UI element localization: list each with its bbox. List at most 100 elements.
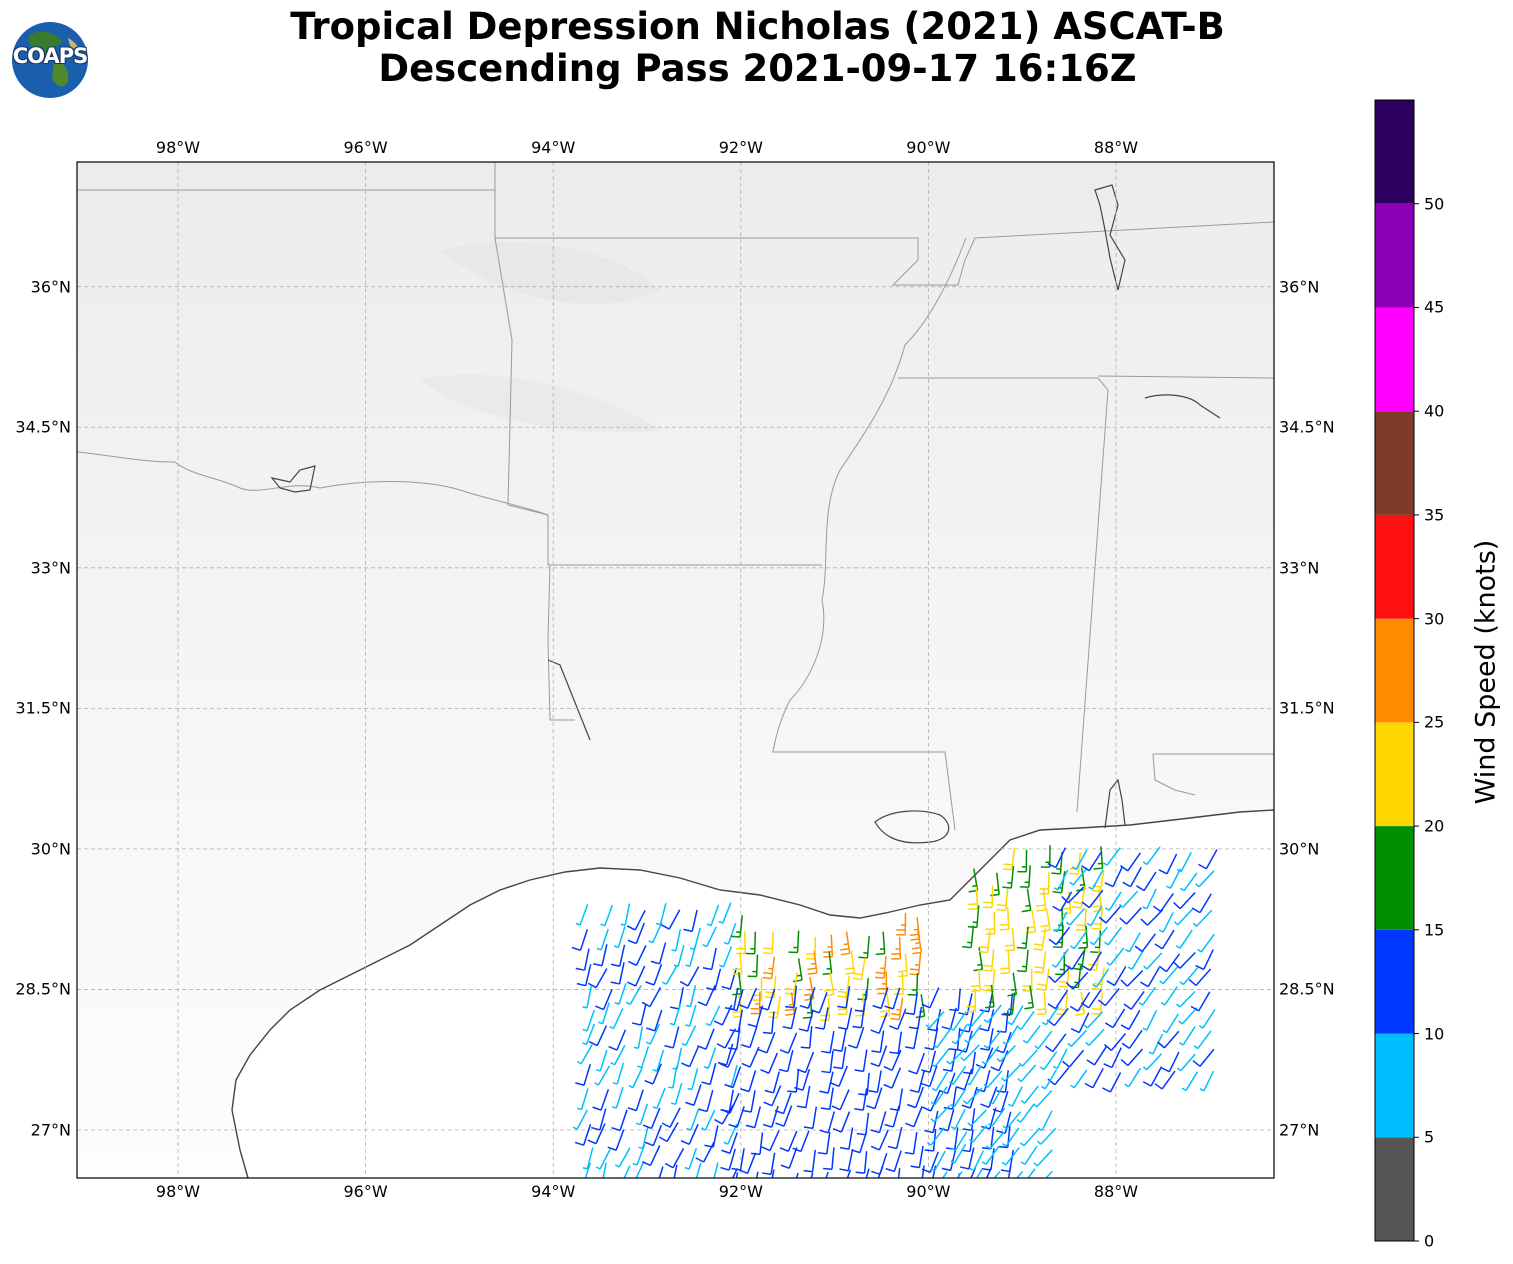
wind-barb	[851, 1131, 868, 1154]
wind-barb	[763, 1085, 782, 1107]
wind-barb	[719, 1046, 738, 1068]
wind-barb	[889, 1031, 903, 1055]
wind-barb	[949, 1088, 967, 1108]
colorbar-tick-label: 0	[1424, 1231, 1435, 1251]
wind-barb	[759, 988, 776, 1011]
wind-barb	[680, 1123, 699, 1145]
wind-barb	[975, 1168, 983, 1178]
wind-barb	[1002, 1127, 1020, 1147]
lat-tick-label-left: 31.5°N	[15, 698, 71, 718]
wind-barb	[993, 1171, 1001, 1178]
wind-barb	[648, 922, 663, 944]
wind-barb	[962, 1108, 976, 1131]
wind-barb	[595, 988, 613, 1011]
wind-barb	[1033, 1090, 1053, 1108]
wind-barb	[685, 1004, 697, 1027]
wind-barb	[1007, 1005, 1024, 1026]
wind-barb	[1181, 1071, 1199, 1092]
wind-barb	[671, 1082, 683, 1106]
wind-barb	[701, 1109, 716, 1131]
wind-barb	[582, 1023, 596, 1046]
wind-barb	[1070, 1012, 1090, 1034]
wind-barb	[896, 912, 907, 936]
wind-barb	[1036, 968, 1050, 992]
wind-barb	[685, 1084, 702, 1106]
lon-tick-label-top: 92°W	[718, 138, 763, 157]
wind-barb	[1075, 908, 1087, 931]
wind-barb	[701, 1062, 717, 1086]
wind-barb	[852, 1005, 866, 1029]
wind-barb	[1104, 866, 1124, 888]
wind-barb	[1148, 1033, 1164, 1055]
logo-text: COAPS	[12, 44, 88, 68]
wind-barb	[891, 936, 902, 960]
wind-barb	[1020, 1145, 1038, 1165]
wind-barb	[742, 1090, 756, 1113]
wind-barb	[852, 957, 866, 981]
wind-barb	[627, 1089, 644, 1112]
wind-barb	[844, 950, 856, 975]
wind-barb	[745, 931, 757, 955]
wind-barb	[1080, 989, 1102, 1009]
colorbar-tick-label: 20	[1424, 816, 1445, 836]
wind-barb	[1078, 925, 1089, 949]
wind-barb	[866, 1087, 883, 1110]
wind-barb	[631, 1003, 647, 1026]
wind-barb	[988, 1084, 1005, 1105]
wind-barb	[1085, 1028, 1105, 1046]
title-line-2: Descending Pass 2021-09-17 16:16Z	[378, 47, 1137, 90]
colorbar-bin	[1375, 826, 1414, 930]
lon-tick-label-top: 96°W	[343, 138, 388, 157]
wind-barb	[1048, 966, 1071, 983]
wind-barb	[985, 1166, 993, 1178]
wind-barb	[658, 1122, 679, 1143]
wind-barb	[739, 987, 758, 1010]
wind-barb	[854, 1049, 868, 1073]
wind-barb	[635, 1162, 645, 1178]
wind-barb	[941, 1007, 957, 1030]
lat-tick-label-left: 36°N	[30, 277, 71, 297]
chart-title: Tropical Depression Nicholas (2021) ASCA…	[150, 6, 1365, 90]
wind-barb	[1071, 849, 1088, 870]
wind-barb	[1105, 891, 1122, 911]
wind-barb	[906, 1086, 925, 1109]
wind-barb	[681, 1025, 697, 1047]
lon-tick-label-bottom: 90°W	[906, 1182, 951, 1201]
wind-barb	[652, 1049, 665, 1072]
wind-barb	[1022, 1025, 1041, 1044]
wind-barb	[702, 947, 717, 971]
title-line-1: Tropical Depression Nicholas (2021) ASCA…	[290, 5, 1225, 48]
wind-barb	[575, 1064, 592, 1087]
wind-barb	[576, 1044, 593, 1065]
wind-barb	[1198, 849, 1218, 870]
wind-barb	[760, 1052, 779, 1074]
wind-barb	[664, 1026, 680, 1049]
wind-barb	[965, 1065, 982, 1086]
wind-barb	[782, 1006, 797, 1030]
wind-barb	[1089, 926, 1108, 946]
gulf-water	[232, 810, 1274, 1178]
wind-barb	[1104, 926, 1123, 946]
wind-barb	[1016, 1170, 1024, 1178]
wind-barb	[720, 1148, 736, 1171]
colorbar-tick-label: 50	[1424, 194, 1445, 214]
wind-barb	[1192, 1048, 1215, 1067]
wind-barb	[884, 987, 901, 1010]
wind-barb	[1070, 930, 1088, 950]
wind-barb	[930, 1086, 948, 1106]
wind-barb	[1036, 991, 1047, 1016]
wind-barb	[721, 1093, 740, 1115]
lon-tick-label-top: 88°W	[1093, 138, 1139, 157]
wind-barb	[1047, 847, 1067, 869]
wind-barb	[946, 1047, 966, 1065]
wind-barb	[1191, 893, 1212, 914]
lat-tick-label-left: 34.5°N	[15, 417, 71, 437]
wind-barb	[620, 903, 631, 926]
wind-barb	[779, 1130, 798, 1153]
wind-barb	[1179, 967, 1199, 986]
wind-barb	[996, 888, 1009, 912]
wind-barb	[960, 1010, 975, 1033]
wind-barb	[858, 935, 870, 959]
wind-barb	[856, 1112, 870, 1136]
